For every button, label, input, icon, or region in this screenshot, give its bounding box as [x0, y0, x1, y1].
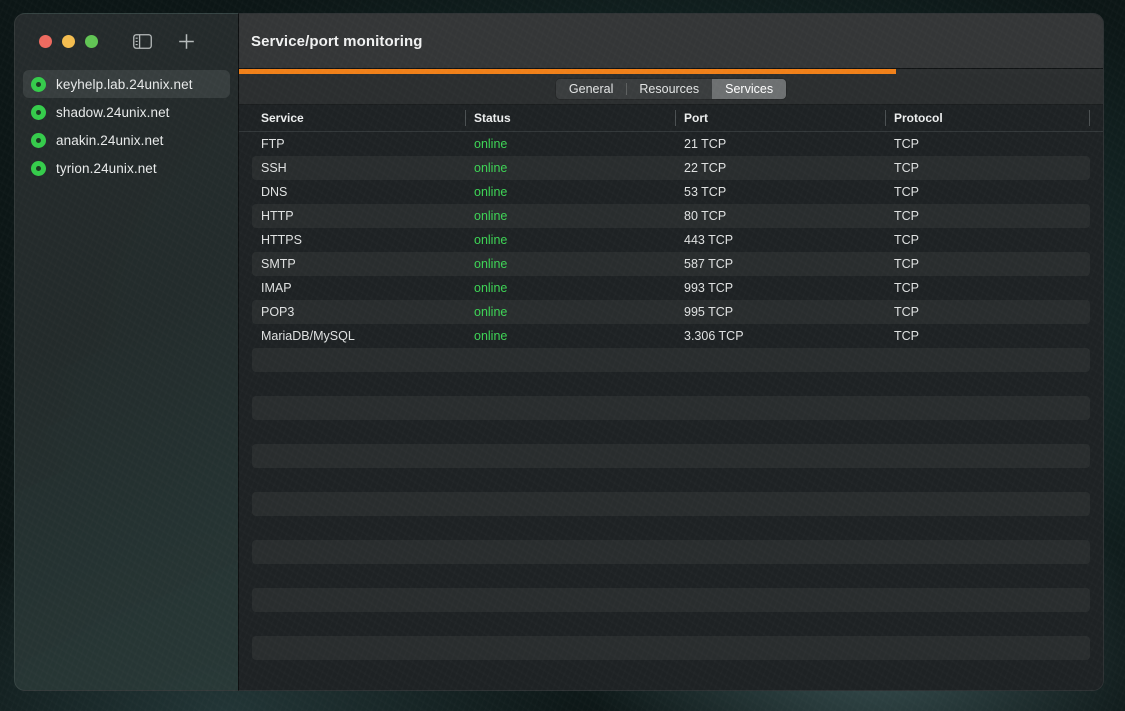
table-row[interactable]: IMAP online 993 TCP TCP — [252, 276, 1090, 300]
table-row-empty[interactable] — [252, 444, 1090, 468]
table-body: FTP online 21 TCP TCP SSH online 22 TCP TCP DNS o… — [239, 132, 1103, 684]
sidebar-toggle-icon[interactable] — [132, 31, 152, 51]
add-host-icon[interactable] — [176, 31, 196, 51]
table-row-empty[interactable] — [252, 588, 1090, 612]
cell-port: 80 TCP — [684, 209, 727, 223]
cell-service: IMAP — [261, 281, 292, 295]
sidebar-item-host[interactable]: shadow.24unix.net — [23, 98, 230, 126]
cell-protocol: TCP — [894, 233, 919, 247]
cell-status: online — [474, 137, 508, 151]
cell-protocol: TCP — [894, 281, 919, 295]
table-row-empty[interactable] — [252, 660, 1090, 684]
table-row-empty[interactable] — [252, 396, 1090, 420]
cell-status: online — [474, 257, 508, 271]
cell-service: HTTP — [261, 209, 294, 223]
table-row-empty[interactable] — [252, 540, 1090, 564]
cell-protocol: TCP — [894, 161, 919, 175]
sidebar-item-host[interactable]: keyhelp.lab.24unix.net — [23, 70, 230, 98]
tab-resources[interactable]: Resources — [626, 79, 712, 99]
table-row[interactable]: DNS online 53 TCP TCP — [252, 180, 1090, 204]
table-row-empty[interactable] — [252, 348, 1090, 372]
table-header-row: Service Status Port Protocol — [239, 105, 1103, 132]
host-status-online-icon — [31, 76, 46, 92]
table-row[interactable]: MariaDB/MySQL online 3.306 TCP TCP — [252, 324, 1090, 348]
cell-status: online — [474, 209, 508, 223]
cell-port: 53 TCP — [684, 185, 727, 199]
tab-services[interactable]: Services — [712, 79, 787, 99]
cell-protocol: TCP — [894, 137, 919, 151]
cell-status: online — [474, 161, 508, 175]
vertical-scrollbar[interactable] — [1093, 105, 1103, 690]
table-row[interactable]: HTTP online 80 TCP TCP — [252, 204, 1090, 228]
table-row-empty[interactable] — [252, 372, 1090, 396]
column-header-status[interactable]: Status — [465, 105, 675, 131]
minimize-button[interactable] — [62, 34, 75, 48]
cell-status: online — [474, 281, 508, 295]
table-row[interactable]: SMTP online 587 TCP TCP — [252, 252, 1090, 276]
table-row[interactable]: POP3 online 995 TCP TCP — [252, 300, 1090, 324]
sidebar-item-host[interactable]: tyrion.24unix.net — [23, 154, 230, 182]
table-row[interactable]: FTP online 21 TCP TCP — [252, 132, 1090, 156]
page-title: Service/port monitoring — [251, 32, 423, 50]
cell-service: SSH — [261, 161, 287, 175]
cell-service: FTP — [261, 137, 285, 151]
progress-bar-track — [239, 68, 1103, 74]
column-header-service[interactable]: Service — [261, 111, 304, 125]
table-row[interactable]: SSH online 22 TCP TCP — [252, 156, 1090, 180]
cell-status: online — [474, 329, 508, 343]
cell-service: DNS — [261, 185, 288, 199]
zoom-button[interactable] — [85, 34, 98, 48]
cell-service: SMTP — [261, 257, 296, 271]
column-header-port[interactable]: Port — [675, 105, 885, 131]
cell-protocol: TCP — [894, 185, 919, 199]
sidebar-item-label: anakin.24unix.net — [56, 132, 164, 148]
table-row-empty[interactable] — [252, 492, 1090, 516]
close-button[interactable] — [39, 34, 52, 48]
cell-protocol: TCP — [894, 329, 919, 343]
sidebar-item-host[interactable]: anakin.24unix.net — [23, 126, 230, 154]
table-row-empty[interactable] — [252, 564, 1090, 588]
sidebar-panel: keyhelp.lab.24unix.net shadow.24unix.net a… — [14, 13, 238, 691]
sidebar-toolbar — [132, 31, 196, 51]
cell-port: 3.306 TCP — [684, 329, 744, 343]
tab-bar: General Resources Services — [239, 74, 1103, 105]
table-row-empty[interactable] — [252, 516, 1090, 540]
cell-service: POP3 — [261, 305, 295, 319]
sidebar-item-label: keyhelp.lab.24unix.net — [56, 76, 193, 92]
tab-general[interactable]: General — [568, 82, 614, 96]
cell-port: 995 TCP — [684, 305, 734, 319]
table-row-empty[interactable] — [252, 468, 1090, 492]
host-status-online-icon — [31, 104, 46, 120]
cell-protocol: TCP — [894, 209, 919, 223]
cell-status: online — [474, 185, 508, 199]
window-controls — [15, 14, 238, 68]
sidebar-item-label: shadow.24unix.net — [56, 104, 170, 120]
host-status-online-icon — [31, 160, 46, 176]
cell-port: 443 TCP — [684, 233, 734, 247]
cell-protocol: TCP — [894, 305, 919, 319]
sidebar-item-label: tyrion.24unix.net — [56, 160, 157, 176]
host-list: keyhelp.lab.24unix.net shadow.24unix.net a… — [15, 70, 238, 182]
cell-port: 21 TCP — [684, 137, 727, 151]
cell-service: HTTPS — [261, 233, 302, 247]
cell-service: MariaDB/MySQL — [261, 329, 355, 343]
progress-bar-fill — [239, 69, 896, 74]
host-status-online-icon — [31, 132, 46, 148]
cell-port: 22 TCP — [684, 161, 727, 175]
cell-status: online — [474, 233, 508, 247]
table-row-empty[interactable] — [252, 420, 1090, 444]
table-row-empty[interactable] — [252, 612, 1090, 636]
titlebar: Service/port monitoring — [239, 14, 1103, 68]
cell-status: online — [474, 305, 508, 319]
cell-port: 993 TCP — [684, 281, 734, 295]
tab-group: General Resources Services — [554, 78, 788, 100]
table-row-empty[interactable] — [252, 636, 1090, 660]
cell-port: 587 TCP — [684, 257, 734, 271]
table-row[interactable]: HTTPS online 443 TCP TCP — [252, 228, 1090, 252]
services-table: Service Status Port Protocol FTP online 21 TC… — [239, 105, 1103, 690]
cell-protocol: TCP — [894, 257, 919, 271]
column-header-protocol[interactable]: Protocol — [885, 105, 1090, 131]
main-window: Service/port monitoring General Resources… — [238, 13, 1104, 691]
